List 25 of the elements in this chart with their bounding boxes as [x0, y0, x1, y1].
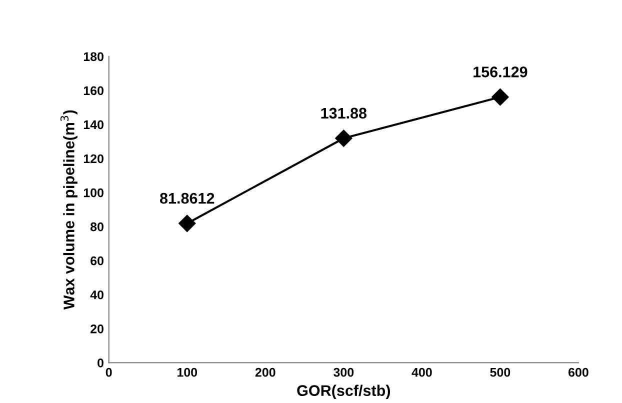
- data-label: 131.88: [321, 108, 367, 119]
- x-tick-label: 400: [412, 368, 432, 377]
- y-tick-label: 20: [90, 324, 104, 334]
- data-label: 81.8612: [160, 192, 214, 204]
- y-tick-label: 80: [90, 222, 104, 232]
- y-tick-label: 60: [90, 256, 104, 266]
- y-tick-label: 120: [84, 154, 104, 164]
- y-tick-label: 180: [84, 52, 104, 62]
- y-axis-title: Wax volume in pipeline(m$^{3}$): [60, 110, 78, 310]
- y-tick-label: 40: [90, 290, 104, 300]
- x-tick-label: 500: [490, 368, 510, 377]
- x-tick-label: 100: [177, 368, 198, 377]
- y-tick-label: 100: [84, 188, 104, 198]
- y-tick-label: 160: [84, 86, 104, 96]
- x-tick-label: 300: [334, 368, 354, 377]
- x-tick-label: 200: [255, 368, 276, 377]
- point: [178, 214, 196, 232]
- x-tick-label: 600: [568, 368, 588, 377]
- y-tick-label: 140: [84, 120, 104, 130]
- data-label: 156.129: [474, 66, 528, 78]
- point: [335, 130, 352, 147]
- x-axis-title: GOR(scf/stb): [297, 384, 390, 400]
- x-tick-label: 0: [106, 368, 112, 377]
- y-tick-label: 0: [98, 358, 104, 368]
- point: [492, 88, 509, 106]
